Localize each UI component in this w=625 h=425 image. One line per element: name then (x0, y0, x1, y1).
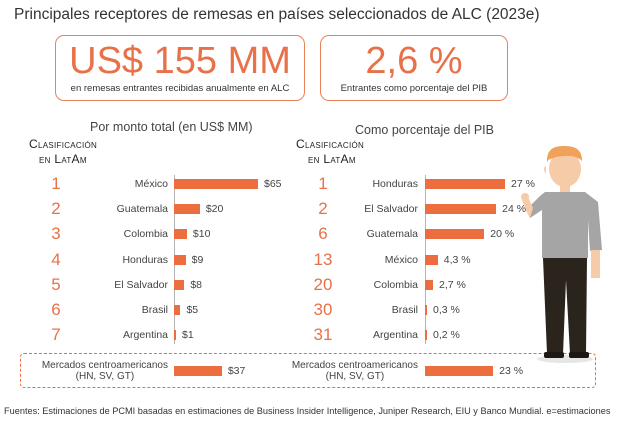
kpi-caption: Entrantes como porcentaje del PIB (340, 83, 488, 94)
bar-value-label: 2,7 % (439, 278, 466, 291)
bar-value-label: $9 (191, 253, 204, 266)
kpi-caption: en remesas entrantes recibidas anualment… (70, 83, 290, 94)
aggregate-label-line: Mercados centroamericanos (41, 360, 168, 371)
aggregate-label-line: Mercados centroamericanos (291, 360, 418, 371)
rank-number: 3 (51, 224, 61, 244)
bar-value-label: $65 (264, 178, 282, 190)
chart-left-title: Por monto total (en US$ MM) (90, 120, 253, 134)
rank-number: 13 (313, 249, 333, 269)
country-label: Honduras (122, 253, 168, 266)
aggregate-label: Mercados centroamericanos (HN, SV, GT) (42, 360, 168, 382)
rank-number: 2 (51, 199, 61, 219)
aggregate-label: Mercados centroamericanos (HN, SV, GT) (292, 360, 418, 382)
bar (174, 330, 176, 341)
rank-header-line: en LatAm (308, 152, 356, 166)
bar (174, 279, 185, 290)
country-label: México (134, 178, 168, 190)
country-label: El Salvador (364, 203, 418, 216)
rank-number: 7 (51, 325, 61, 345)
person-left-hand (521, 193, 529, 201)
bar-value-label: $8 (190, 278, 203, 291)
person-hair-top (549, 149, 581, 160)
aggregate-value-label: $37 (227, 365, 246, 377)
country-label: Honduras (372, 178, 418, 190)
bar-value-label: $5 (186, 304, 199, 316)
person-pants (543, 258, 587, 354)
country-label: Guatemala (116, 203, 168, 216)
page-title: Principales receptores de remesas en paí… (14, 6, 540, 23)
bar-value-label: 0,3 % (433, 304, 460, 316)
bar (425, 229, 485, 240)
person-illustration (521, 145, 602, 363)
kpi-value: 2,6 % (365, 40, 463, 82)
rank-header-right: Clasificación en LatAm (296, 137, 364, 167)
rank-header-line: en LatAm (39, 152, 87, 166)
bar (425, 279, 433, 290)
country-label: El Salvador (114, 278, 168, 291)
bar (425, 254, 438, 265)
country-label: Guatemala (366, 228, 418, 241)
rank-number: 30 (313, 300, 333, 319)
bar-value-label: $20 (205, 203, 224, 216)
bar-value-label: 4,3 % (443, 253, 471, 266)
rank-number: 5 (51, 274, 61, 294)
person-ear (544, 166, 546, 174)
person-face (549, 151, 581, 187)
country-label: Colombia (123, 228, 168, 241)
bar (174, 305, 181, 315)
bar (174, 204, 200, 215)
chart-right-title: Como porcentaje del PIB (355, 123, 494, 137)
kpi-total-remittances: US$ 155 MM en remesas entrantes recibida… (55, 35, 305, 101)
bar (174, 254, 186, 265)
aggregate-label-line: (HN, SV, GT) (75, 371, 135, 382)
bar (174, 179, 258, 189)
bar (174, 229, 187, 240)
bar-value-label: 0,2 % (433, 329, 460, 342)
central-america-highlight (20, 353, 596, 388)
bar (425, 305, 427, 315)
aggregate-value-label: 23 % (499, 365, 524, 377)
bar (425, 204, 497, 215)
rank-number: 20 (313, 274, 333, 294)
person-right-arm (591, 250, 600, 278)
bar (425, 330, 427, 341)
source-note: Fuentes: Estimaciones de PCMI basadas en… (4, 406, 611, 416)
rank-header-left: Clasificación en LatAm (29, 137, 97, 167)
kpi-value: US$ 155 MM (69, 40, 291, 82)
person-left-arm (522, 197, 533, 218)
kpi-gdp-share: 2,6 % Entrantes como porcentaje del PIB (320, 35, 508, 101)
rank-number: 4 (51, 249, 61, 269)
bar-value-label: 24 % (502, 203, 527, 216)
country-label: Argentina (373, 329, 418, 342)
country-label: México (384, 253, 418, 266)
bar-value-label: 27 % (511, 178, 535, 190)
country-label: Brasil (141, 304, 168, 316)
rank-number: 6 (51, 300, 61, 319)
country-label: Argentina (123, 329, 168, 342)
aggregate-bar (425, 366, 494, 376)
rank-header-line: Clasificación (29, 137, 98, 151)
person-neck (560, 184, 570, 192)
bar (425, 179, 505, 189)
rank-header-line: Clasificación (296, 137, 365, 151)
rank-number: 31 (313, 325, 333, 345)
rank-number: 1 (51, 174, 61, 193)
country-label: Brasil (391, 304, 418, 316)
bar-value-label: $10 (192, 228, 211, 241)
bar-value-label: 20 % (490, 228, 515, 241)
bar-value-label: $1 (182, 329, 194, 342)
person-right-shoe (569, 352, 589, 358)
aggregate-bar (174, 366, 222, 376)
country-label: Colombia (373, 278, 418, 291)
person-left-shoe (544, 352, 564, 358)
rank-number: 2 (318, 199, 328, 219)
aggregate-label-line: (HN, SV, GT) (325, 371, 385, 382)
rank-number: 1 (318, 174, 328, 193)
rank-number: 6 (318, 224, 328, 244)
person-shirt (526, 192, 602, 258)
